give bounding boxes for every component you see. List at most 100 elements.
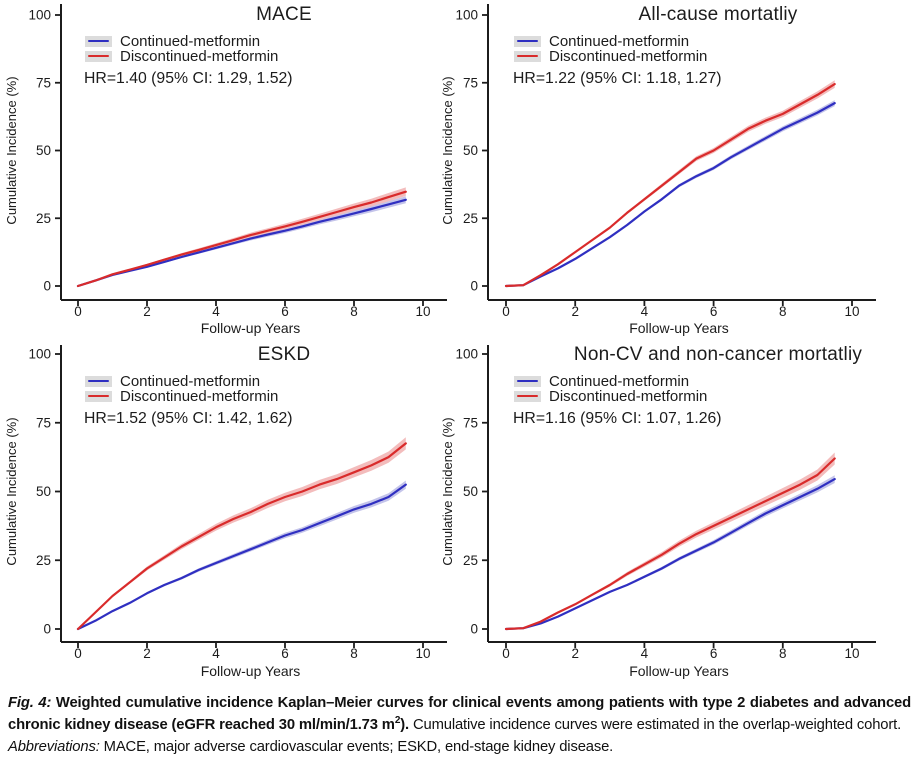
legend-label-continued: Continued-metformin [120, 32, 261, 50]
y-tick-label: 25 [36, 211, 51, 226]
x-tick-label: 6 [710, 304, 718, 319]
legend-item-discontinued: Discontinued-metformin [514, 387, 708, 405]
curve-discontinued-metformin [76, 442, 407, 631]
y-tick-label: 75 [463, 415, 478, 430]
legend-key-continued [514, 375, 541, 387]
abbreviations-label: Abbreviations: [8, 738, 100, 755]
y-tick-label: 50 [36, 484, 51, 499]
legend-item-continued: Continued-metformin [514, 32, 707, 50]
x-tick-label: 8 [779, 304, 787, 319]
hazard-ratio-annotation: HR=1.40 (95% CI: 1.29, 1.52) [84, 70, 293, 87]
x-axis-title: Follow-up Years [629, 663, 729, 679]
x-tick-label: 2 [571, 646, 579, 661]
legend-line-swatch [517, 39, 538, 43]
caption-superscript: 2 [394, 714, 401, 726]
x-tick-label: 0 [502, 646, 510, 661]
y-tick-label: 50 [463, 143, 478, 158]
chart-title-eskd: ESKD [257, 344, 311, 365]
x-tick-label: 10 [415, 646, 430, 661]
legend-label-continued: Continued-metformin [549, 32, 690, 50]
x-tick-label: 10 [844, 646, 859, 661]
chart-title-non-cv: Non-CV and non-cancer mortatliy [573, 344, 863, 365]
legend-key-continued [514, 35, 541, 47]
x-tick-label: 10 [844, 304, 859, 319]
legend-item-discontinued: Discontinued-metformin [514, 49, 707, 64]
panel-all-cause-mortality: 0 2 4 6 8 10 0 25 50 75 100 Follow-up Years Cumulati… [440, 0, 919, 340]
legend-label-discontinued: Discontinued-metformin [549, 387, 708, 405]
legend-line-swatch [517, 394, 538, 398]
legend-key-discontinued [514, 390, 541, 402]
x-tick-label: 8 [350, 646, 358, 661]
caption-normal-text: Cumulative incidence curves were estimat… [412, 716, 902, 733]
x-tick-label: 0 [74, 646, 82, 661]
legend-line-swatch [517, 379, 538, 383]
legend-item-continued: Continued-metformin [85, 32, 278, 50]
y-tick-label: 0 [43, 279, 51, 294]
y-tick-label: 25 [463, 211, 478, 226]
legend-key-discontinued [85, 50, 112, 62]
curve-discontinued-metformin [504, 457, 836, 631]
legend-line-swatch [517, 54, 538, 58]
hazard-ratio-annotation: HR=1.16 (95% CI: 1.07, 1.26) [513, 410, 722, 427]
x-tick-label: 2 [143, 646, 151, 661]
hazard-ratio-annotation: HR=1.52 (95% CI: 1.42, 1.62) [84, 410, 293, 427]
x-tick-label: 6 [710, 646, 718, 661]
chart-title-mace: MACE [256, 4, 312, 25]
x-tick-label: 4 [641, 646, 649, 661]
caption-abbreviations: Abbreviations: MACE, major adverse cardi… [8, 737, 911, 759]
curve-continued-metformin [504, 102, 836, 288]
y-axis-title: Cumulative Incidence (%) [440, 76, 455, 224]
caption-fig-label: Fig. 4: [8, 695, 52, 711]
y-tick-label: 25 [463, 553, 478, 568]
ci-band-discontinued-metformin [78, 437, 406, 629]
x-tick-label: 8 [350, 304, 358, 319]
y-axis-title: Cumulative Incidence (%) [4, 417, 19, 565]
panel-mace: 0 2 4 6 8 10 0 25 50 75 100 Follow-up Years Cumulati… [0, 0, 460, 340]
curve-discontinued-metformin [76, 190, 407, 288]
legend: Continued-metformin Discontinued-metform… [85, 374, 279, 405]
legend-key-discontinued [85, 390, 112, 402]
legend-key-discontinued [514, 50, 541, 62]
legend-item-continued: Continued-metformin [514, 374, 707, 389]
legend-item-discontinued: Discontinued-metformin [85, 387, 279, 405]
legend: Continued-metformin Discontinued-metform… [514, 32, 707, 64]
y-tick-label: 75 [463, 75, 478, 90]
legend-line-swatch [88, 39, 109, 43]
curve-continued-metformin [76, 198, 407, 288]
chart-title-all-cause: All-cause mortatliy [638, 4, 798, 25]
x-tick-label: 2 [143, 304, 151, 319]
legend: Continued-metformin Discontinued-metform… [514, 374, 708, 405]
y-tick-label: 50 [36, 143, 51, 158]
curve-discontinued-metformin [504, 83, 836, 288]
curve-continued-metformin [504, 478, 836, 631]
y-axis-title: Cumulative Incidence (%) [440, 417, 455, 565]
curve-continued-metformin [76, 483, 407, 631]
x-axis-title: Follow-up Years [629, 320, 729, 336]
legend-key-continued [85, 35, 112, 47]
y-tick-label: 100 [455, 8, 478, 23]
legend: Continued-metformin Discontinued-metform… [85, 32, 278, 64]
legend-label-discontinued: Discontinued-metformin [120, 387, 279, 405]
x-tick-label: 0 [74, 304, 82, 319]
caption-bold-text: Weighted cumulative incidence Kaplan–Mei… [8, 695, 911, 733]
x-tick-label: 0 [502, 304, 510, 319]
y-tick-label: 75 [36, 415, 51, 430]
x-tick-label: 4 [212, 304, 220, 319]
hazard-ratio-annotation: HR=1.22 (95% CI: 1.18, 1.27) [513, 70, 722, 87]
legend-key-continued [85, 375, 112, 387]
ci-band-discontinued-metformin [506, 452, 835, 629]
y-axis-title: Cumulative Incidence (%) [4, 76, 19, 224]
y-tick-label: 50 [463, 484, 478, 499]
x-tick-label: 4 [641, 304, 649, 319]
y-tick-label: 100 [455, 347, 478, 362]
legend-item-continued: Continued-metformin [85, 374, 278, 389]
ci-band-continued-metformin [506, 475, 835, 629]
x-axis-title: Follow-up Years [201, 663, 301, 679]
y-tick-label: 100 [28, 347, 51, 362]
y-tick-label: 0 [470, 279, 478, 294]
abbreviations-text: MACE, major adverse cardiovascular event… [103, 738, 614, 755]
